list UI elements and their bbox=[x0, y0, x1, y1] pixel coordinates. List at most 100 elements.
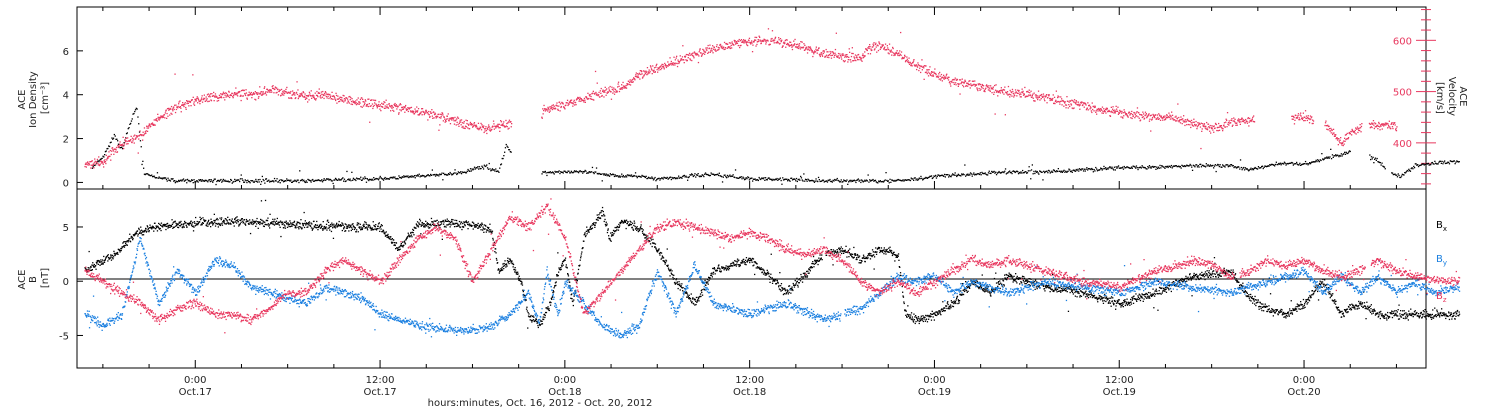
data-point bbox=[510, 121, 512, 123]
data-point bbox=[249, 232, 252, 235]
data-point bbox=[264, 182, 266, 184]
data-point bbox=[918, 64, 920, 67]
data-point bbox=[717, 46, 719, 49]
data-point bbox=[1335, 134, 1337, 136]
data-point bbox=[1177, 165, 1179, 168]
data-point bbox=[335, 178, 337, 180]
top-panel-frame bbox=[76, 6, 1427, 190]
data-point bbox=[542, 171, 544, 173]
data-point bbox=[995, 91, 998, 93]
data-point bbox=[910, 177, 912, 179]
data-point bbox=[1215, 123, 1218, 126]
data-point bbox=[156, 225, 158, 227]
data-point bbox=[645, 73, 647, 75]
data-point bbox=[260, 91, 262, 93]
data-point bbox=[579, 98, 582, 100]
data-point bbox=[96, 263, 98, 265]
data-point bbox=[557, 171, 559, 173]
data-point bbox=[545, 172, 547, 174]
data-point bbox=[636, 76, 638, 79]
data-point bbox=[225, 92, 228, 95]
data-point bbox=[214, 96, 216, 98]
data-point bbox=[685, 175, 687, 177]
density-tick-label: 0 bbox=[63, 178, 69, 189]
data-point bbox=[693, 57, 695, 59]
data-point bbox=[888, 182, 890, 184]
data-point bbox=[191, 223, 193, 225]
data-point bbox=[568, 170, 570, 172]
density-tick-label: 2 bbox=[63, 135, 69, 146]
data-point bbox=[583, 101, 585, 103]
data-point bbox=[99, 261, 101, 263]
data-point bbox=[276, 87, 278, 89]
data-point bbox=[807, 49, 809, 51]
data-point bbox=[861, 60, 863, 62]
data-point bbox=[678, 177, 681, 179]
data-point bbox=[853, 56, 855, 58]
data-point bbox=[117, 253, 119, 255]
data-point bbox=[748, 39, 750, 42]
data-point bbox=[1304, 160, 1307, 163]
data-point bbox=[1384, 122, 1387, 124]
data-point bbox=[264, 223, 266, 226]
data-point bbox=[1202, 164, 1204, 167]
data-point bbox=[802, 180, 804, 182]
data-point bbox=[901, 58, 903, 60]
data-point bbox=[1139, 119, 1142, 121]
data-point bbox=[821, 55, 824, 57]
data-point bbox=[93, 167, 95, 169]
data-point bbox=[963, 81, 966, 83]
data-point bbox=[788, 44, 790, 46]
data-point bbox=[111, 137, 113, 139]
data-point bbox=[404, 111, 406, 113]
data-point bbox=[897, 54, 899, 57]
data-point bbox=[496, 124, 498, 127]
data-point bbox=[1232, 124, 1234, 126]
data-point bbox=[1087, 102, 1089, 104]
data-point bbox=[220, 218, 222, 221]
data-point bbox=[162, 177, 164, 179]
data-point bbox=[997, 95, 999, 97]
data-point bbox=[323, 97, 325, 100]
data-point bbox=[456, 173, 459, 175]
data-point bbox=[1377, 125, 1379, 127]
data-point bbox=[202, 222, 204, 224]
data-point bbox=[452, 173, 454, 176]
data-point bbox=[438, 129, 440, 131]
data-point bbox=[745, 41, 747, 43]
data-point bbox=[258, 96, 260, 98]
data-point bbox=[376, 107, 378, 109]
data-point bbox=[1422, 163, 1425, 165]
data-point bbox=[1310, 118, 1312, 120]
data-point bbox=[217, 226, 219, 228]
data-point bbox=[201, 224, 203, 226]
data-point bbox=[179, 222, 181, 224]
data-point bbox=[1228, 124, 1230, 126]
data-point bbox=[453, 120, 455, 122]
data-point bbox=[326, 97, 328, 99]
data-point bbox=[616, 91, 618, 93]
data-point bbox=[240, 94, 242, 96]
data-point bbox=[940, 73, 943, 76]
data-point bbox=[1440, 162, 1442, 164]
data-point bbox=[1169, 114, 1171, 116]
data-point bbox=[208, 179, 211, 181]
data-point bbox=[223, 92, 225, 95]
data-point bbox=[1125, 114, 1127, 116]
data-point bbox=[818, 47, 820, 49]
data-point bbox=[382, 178, 384, 180]
data-point bbox=[1087, 169, 1089, 171]
data-point bbox=[1182, 120, 1184, 122]
data-point bbox=[217, 179, 220, 182]
data-point bbox=[239, 219, 241, 221]
data-point bbox=[481, 125, 484, 127]
data-point bbox=[558, 105, 560, 107]
data-point bbox=[1388, 126, 1390, 128]
data-point bbox=[1358, 127, 1360, 129]
data-point bbox=[689, 174, 691, 176]
data-point bbox=[246, 98, 248, 100]
data-point bbox=[1095, 110, 1097, 112]
data-point bbox=[496, 126, 498, 128]
data-point bbox=[770, 178, 772, 181]
data-point bbox=[884, 43, 887, 45]
